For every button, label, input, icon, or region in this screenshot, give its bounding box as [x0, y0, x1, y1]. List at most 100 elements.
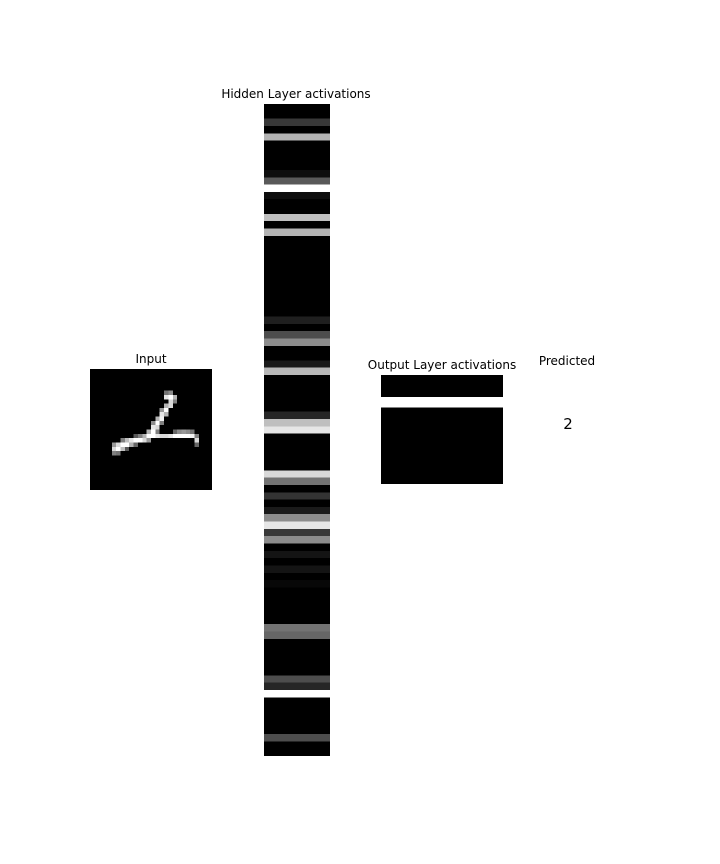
- hidden-activation-cell: [264, 104, 330, 112]
- input-pixel: [146, 433, 151, 439]
- hidden-activation-cell: [264, 184, 330, 193]
- hidden-activation-cell: [264, 287, 330, 295]
- hidden-activation-cell: [264, 133, 330, 141]
- input-pixel: [194, 433, 199, 439]
- output-layer-activations: [381, 375, 503, 484]
- hidden-activation-cell: [264, 199, 330, 207]
- hidden-activation-cell: [264, 426, 330, 434]
- hidden-activation-cell: [264, 177, 330, 185]
- hidden-activation-cell: [264, 279, 330, 288]
- hidden-activation-cell: [264, 550, 330, 559]
- input-pixel: [155, 416, 160, 421]
- hidden-activation-cell: [264, 235, 330, 244]
- hidden-activation-cell: [264, 294, 330, 302]
- predicted-digit: 2: [563, 415, 573, 433]
- hidden-activation-cell: [264, 565, 330, 574]
- hidden-activation-cell: [264, 111, 330, 119]
- hidden-activation-cell: [264, 265, 330, 273]
- hidden-activation-cell: [264, 492, 330, 500]
- hidden-activation-cell: [264, 609, 330, 617]
- input-pixel: [111, 442, 117, 447]
- hidden-activation-cell: [264, 734, 330, 742]
- output-activation-cell: [381, 462, 503, 474]
- hidden-activation-cell: [264, 462, 330, 471]
- output-cells: [381, 375, 503, 484]
- hidden-activation-cell: [264, 506, 330, 515]
- hidden-activation-cell: [264, 580, 330, 588]
- hidden-layer-activations: [264, 104, 330, 756]
- hidden-activation-cell: [264, 675, 330, 683]
- input-pixel: [181, 433, 186, 439]
- hidden-activation-cell: [264, 316, 330, 324]
- hidden-activation-cell: [264, 660, 330, 669]
- input-pixel: [168, 390, 173, 395]
- input-pixel: [159, 416, 165, 421]
- hidden-activation-cell: [264, 191, 330, 200]
- hidden-activation-cell: [264, 682, 330, 691]
- hidden-activation-cell: [264, 741, 330, 749]
- hidden-activation-cell: [264, 272, 330, 280]
- input-pixel: [133, 442, 138, 447]
- hidden-activation-cell: [264, 624, 330, 632]
- output-activation-cell: [381, 418, 503, 430]
- hidden-activation-cell: [264, 301, 330, 310]
- hidden-activation-cell: [264, 521, 330, 530]
- input-pixel: [164, 407, 169, 413]
- input-pixel: [124, 446, 130, 452]
- hidden-activation-cell: [264, 257, 330, 266]
- input-pixel: [120, 438, 125, 443]
- input-pixel: [181, 429, 186, 434]
- output-activation-cell: [381, 407, 503, 419]
- input-pixel: [142, 438, 147, 443]
- input-pixel: [164, 412, 169, 417]
- hidden-activation-cell: [264, 448, 330, 456]
- input-pixel: [164, 390, 169, 395]
- hidden-activation-cell: [264, 712, 330, 720]
- output-activation-cell: [381, 473, 503, 484]
- hidden-activation-cell: [264, 125, 330, 134]
- input-pixel: [151, 420, 156, 426]
- output-layer-title: Output Layer activations: [367, 358, 517, 372]
- hidden-layer-title: Hidden Layer activations: [221, 87, 371, 101]
- hidden-activation-cell: [264, 528, 330, 537]
- input-pixel: [116, 451, 121, 456]
- input-pixel: [159, 420, 165, 426]
- hidden-activation-cell: [264, 704, 330, 713]
- input-pixel: [116, 442, 121, 447]
- input-pixel: [151, 425, 156, 430]
- hidden-activation-cell: [264, 389, 330, 398]
- input-pixel: [168, 399, 173, 404]
- hidden-activation-cell: [264, 360, 330, 368]
- hidden-activation-cell: [264, 602, 330, 610]
- input-pixel: [172, 394, 178, 400]
- hidden-activation-cell: [264, 353, 330, 361]
- hidden-activation-cell: [264, 397, 330, 405]
- input-pixel: [194, 438, 199, 443]
- hidden-activation-cell: [264, 375, 330, 383]
- hidden-activation-cell: [264, 616, 330, 625]
- hidden-activation-cell: [264, 631, 330, 639]
- hidden-cells: [264, 104, 330, 756]
- hidden-activation-cell: [264, 140, 330, 149]
- hidden-activation-cell: [264, 221, 330, 229]
- hidden-activation-cell: [264, 572, 330, 581]
- hidden-activation-cell: [264, 147, 330, 156]
- input-pixel: [172, 399, 178, 404]
- input-title: Input: [135, 352, 167, 366]
- hidden-activation-cell: [264, 499, 330, 508]
- hidden-activation-cell: [264, 419, 330, 427]
- input-pixel: [159, 412, 165, 417]
- hidden-activation-cell: [264, 455, 330, 464]
- input-pixel: [124, 442, 130, 447]
- input-pixel: [164, 403, 169, 408]
- input-pixel: [164, 394, 169, 400]
- input-pixel: [172, 429, 178, 434]
- input-pixel: [111, 446, 117, 452]
- input-pixel: [168, 433, 173, 439]
- hidden-activation-cell: [264, 646, 330, 654]
- hidden-activation-cell: [264, 697, 330, 705]
- input-pixel: [168, 403, 173, 408]
- output-activation-cell: [381, 429, 503, 441]
- hidden-activation-cell: [264, 536, 330, 544]
- hidden-activation-cell: [264, 587, 330, 595]
